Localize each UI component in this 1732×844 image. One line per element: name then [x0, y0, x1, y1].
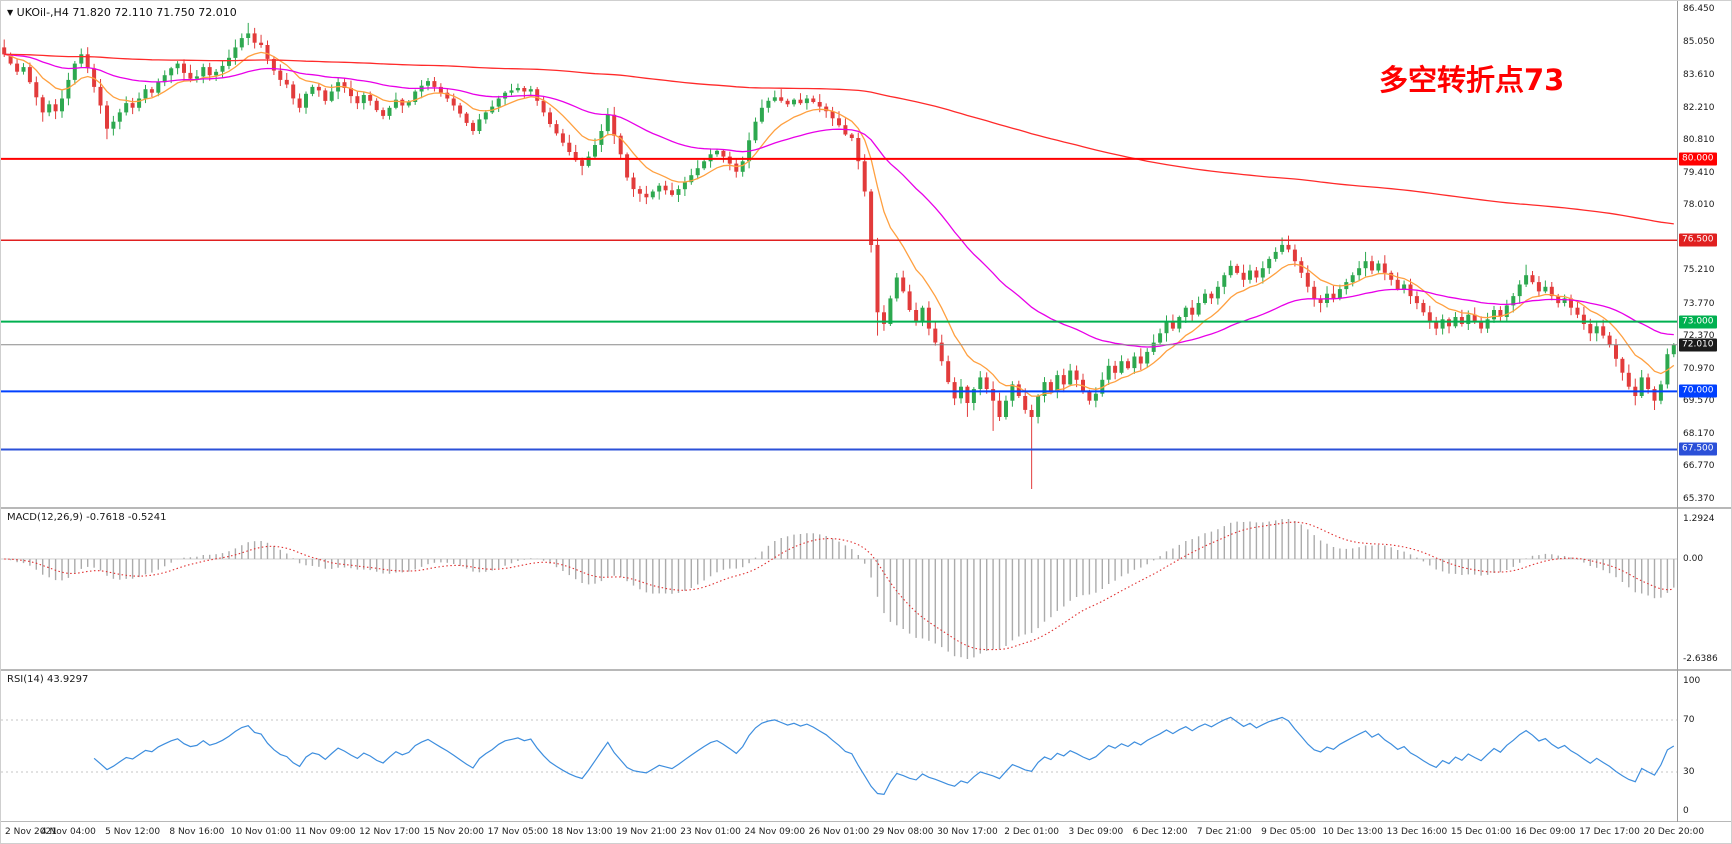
- time-axis-label: 16 Dec 09:00: [1515, 827, 1576, 837]
- rsi-pane: 100 70 30 0 RSI(14) 43.9297: [1, 671, 1731, 821]
- pane-splitter[interactable]: [1, 507, 1731, 509]
- time-axis-label: 15 Dec 01:00: [1450, 827, 1512, 837]
- time-axis-label: 8 Nov 16:00: [169, 827, 225, 837]
- price-tick: 73.770: [1683, 298, 1715, 309]
- price-tick: 65.370: [1683, 494, 1715, 504]
- chart-annotation[interactable]: 多空转折点73: [1379, 63, 1565, 97]
- price-level-badge: 70.000: [1679, 384, 1717, 398]
- price-level-badge: 72.010: [1679, 338, 1717, 352]
- price-tick: 85.050: [1683, 36, 1715, 47]
- time-axis-label: 18 Nov 13:00: [551, 827, 613, 837]
- rsi-axis-label: 0: [1683, 806, 1689, 816]
- macd-canvas[interactable]: [1, 509, 1677, 669]
- price-tick: 72.370: [1683, 331, 1715, 342]
- price-tick: 75.210: [1683, 265, 1715, 276]
- time-axis[interactable]: 2 Nov 2021 4 Nov 04:00 5 Nov 12:00 8 Nov 16…: [1, 822, 1731, 843]
- price-axis[interactable]: 86.450 85.050 83.610 82.210 80.810 79.410 78.0…: [1677, 1, 1731, 507]
- rsi-canvas[interactable]: [1, 671, 1677, 821]
- symbol-info: ▼ UKOil-,H4 71.820 72.110 71.750 72.010: [7, 6, 237, 19]
- time-axis-label: 9 Dec 05:00: [1261, 827, 1316, 837]
- time-axis-label: 3 Dec 09:00: [1068, 827, 1124, 837]
- time-axis-label: 15 Nov 20:00: [423, 827, 485, 837]
- price-tick: 80.810: [1683, 135, 1715, 146]
- time-axis-label: 26 Nov 01:00: [808, 827, 870, 837]
- price-tick: 68.170: [1683, 428, 1715, 439]
- time-axis-label: 12 Nov 17:00: [359, 827, 420, 837]
- macd-axis-label: 0.00: [1683, 553, 1704, 564]
- time-axis-label: 19 Nov 21:00: [616, 827, 677, 837]
- price-tick: 70.970: [1683, 363, 1715, 374]
- price-level-badge: 73.000: [1679, 315, 1717, 329]
- macd-axis-label: -2.6386: [1683, 654, 1718, 664]
- pane-splitter[interactable]: [1, 669, 1731, 671]
- time-axis-label: 24 Nov 09:00: [744, 827, 806, 837]
- macd-axis-label: 1.2924: [1683, 514, 1715, 524]
- price-tick: 83.610: [1683, 70, 1715, 80]
- macd-label: MACD(12,26,9) -0.7618 -0.5241: [7, 512, 167, 523]
- macd-pane: 1.2924 0.00 -2.6386 MACD(12,26,9) -0.7618 …: [1, 509, 1731, 669]
- rsi-axis[interactable]: 100 70 30 0: [1677, 671, 1731, 821]
- time-axis-label: 20 Dec 20:00: [1643, 827, 1705, 837]
- rsi-axis-label: 70: [1683, 715, 1695, 725]
- macd-axis[interactable]: 1.2924 0.00 -2.6386: [1677, 509, 1731, 669]
- rsi-axis-label: 30: [1683, 767, 1695, 777]
- price-chart-canvas[interactable]: [1, 1, 1677, 507]
- rsi-axis-label: 100: [1683, 676, 1701, 686]
- time-axis-label: 13 Dec 16:00: [1386, 827, 1448, 837]
- time-axis-label: 4 Nov 04:00: [40, 827, 96, 837]
- time-axis-label: 17 Dec 17:00: [1579, 827, 1640, 837]
- price-level-badge: 67.500: [1679, 442, 1717, 456]
- time-axis-label: 7 Dec 21:00: [1196, 827, 1252, 837]
- time-axis-label: 6 Dec 12:00: [1132, 827, 1188, 837]
- price-level-badge: 76.500: [1679, 233, 1717, 247]
- symbol-dropdown-icon[interactable]: ▼: [7, 8, 14, 17]
- time-axis-label: 2 Nov 2021: [5, 827, 57, 837]
- axis-separator: [1677, 1, 1678, 822]
- price-tick: 79.410: [1683, 167, 1715, 178]
- price-level-badge: 80.000: [1679, 152, 1717, 166]
- time-axis-label: 2 Dec 01:00: [1004, 827, 1060, 837]
- time-axis-label: 23 Nov 01:00: [680, 827, 741, 837]
- price-tick: 69.570: [1683, 396, 1715, 407]
- price-tick: 66.770: [1683, 461, 1715, 472]
- time-axis-label: 29 Nov 08:00: [872, 827, 934, 837]
- time-axis-label: 10 Nov 01:00: [230, 827, 292, 837]
- time-axis-label: 11 Nov 09:00: [294, 827, 356, 837]
- time-axis-label: 30 Nov 17:00: [937, 827, 998, 837]
- time-axis-label: 10 Dec 13:00: [1322, 827, 1383, 837]
- price-tick: 86.450: [1683, 4, 1715, 14]
- symbol-ohlc-text: UKOil-,H4 71.820 72.110 71.750 72.010: [16, 6, 237, 19]
- pane-splitter[interactable]: [1, 821, 1731, 822]
- price-tick: 82.210: [1683, 102, 1715, 113]
- price-tick: 78.010: [1683, 200, 1715, 211]
- time-axis-label: 17 Nov 05:00: [487, 827, 549, 837]
- price-pane: 86.450 85.050 83.610 82.210 80.810 79.410 78.0…: [1, 1, 1731, 507]
- rsi-label: RSI(14) 43.9297: [7, 674, 89, 685]
- time-axis-label: 5 Nov 12:00: [105, 827, 161, 837]
